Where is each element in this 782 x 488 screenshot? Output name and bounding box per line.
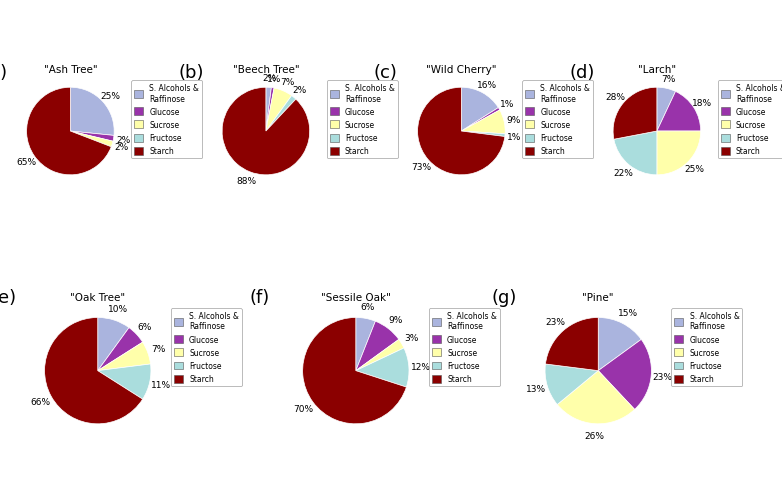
Text: 10%: 10% <box>108 305 128 314</box>
Title: "Sessile Oak": "Sessile Oak" <box>321 292 391 303</box>
Wedge shape <box>266 88 271 132</box>
Wedge shape <box>461 108 500 132</box>
Text: 23%: 23% <box>545 318 565 327</box>
Text: 16%: 16% <box>477 81 497 89</box>
Wedge shape <box>266 88 274 132</box>
Wedge shape <box>70 132 113 147</box>
Legend: S. Alcohols &
Raffinose, Glucose, Sucrose, Fructose, Starch: S. Alcohols & Raffinose, Glucose, Sucros… <box>522 81 594 159</box>
Wedge shape <box>461 111 505 135</box>
Text: 25%: 25% <box>685 165 705 174</box>
Wedge shape <box>303 318 407 424</box>
Wedge shape <box>657 92 701 132</box>
Text: 15%: 15% <box>618 309 638 318</box>
Text: 11%: 11% <box>151 381 171 389</box>
Wedge shape <box>614 132 657 176</box>
Text: 2%: 2% <box>292 86 307 95</box>
Legend: S. Alcohols &
Raffinose, Glucose, Sucrose, Fructose, Starch: S. Alcohols & Raffinose, Glucose, Sucros… <box>429 308 500 386</box>
Wedge shape <box>98 343 150 371</box>
Text: 7%: 7% <box>662 75 676 84</box>
Text: 1%: 1% <box>267 75 282 83</box>
Wedge shape <box>558 371 635 424</box>
Text: 22%: 22% <box>613 168 633 177</box>
Text: 1%: 1% <box>508 132 522 141</box>
Text: 73%: 73% <box>411 163 432 171</box>
Wedge shape <box>546 318 598 371</box>
Text: (d): (d) <box>569 64 594 82</box>
Text: 18%: 18% <box>692 99 712 108</box>
Text: 6%: 6% <box>138 322 152 331</box>
Text: 1%: 1% <box>500 100 515 109</box>
Text: 25%: 25% <box>100 92 120 101</box>
Wedge shape <box>356 322 399 371</box>
Wedge shape <box>657 132 701 176</box>
Title: "Ash Tree": "Ash Tree" <box>44 65 97 75</box>
Wedge shape <box>70 88 114 136</box>
Text: (g): (g) <box>492 288 517 306</box>
Text: 66%: 66% <box>30 398 51 407</box>
Legend: S. Alcohols &
Raffinose, Glucose, Sucrose, Fructose, Starch: S. Alcohols & Raffinose, Glucose, Sucros… <box>170 308 242 386</box>
Text: 2%: 2% <box>114 143 128 152</box>
Wedge shape <box>613 88 657 140</box>
Legend: S. Alcohols &
Raffinose, Glucose, Sucrose, Fructose, Starch: S. Alcohols & Raffinose, Glucose, Sucros… <box>671 308 742 386</box>
Wedge shape <box>356 340 404 371</box>
Text: 6%: 6% <box>361 303 375 312</box>
Text: 2%: 2% <box>262 74 276 83</box>
Legend: S. Alcohols &
Raffinose, Glucose, Sucrose, Fructose, Starch: S. Alcohols & Raffinose, Glucose, Sucros… <box>327 81 398 159</box>
Text: 26%: 26% <box>584 431 604 440</box>
Text: 9%: 9% <box>389 315 403 324</box>
Wedge shape <box>70 132 114 142</box>
Text: 9%: 9% <box>506 116 521 124</box>
Text: 12%: 12% <box>411 362 431 371</box>
Wedge shape <box>45 318 142 424</box>
Wedge shape <box>356 348 409 387</box>
Wedge shape <box>461 88 498 132</box>
Text: 65%: 65% <box>16 158 37 166</box>
Text: 7%: 7% <box>152 345 166 353</box>
Text: (c): (c) <box>374 64 398 82</box>
Text: (e): (e) <box>0 288 16 306</box>
Text: 23%: 23% <box>653 372 673 382</box>
Wedge shape <box>98 364 151 399</box>
Title: "Beech Tree": "Beech Tree" <box>232 65 300 75</box>
Wedge shape <box>461 132 505 137</box>
Text: 3%: 3% <box>404 333 419 343</box>
Wedge shape <box>418 88 505 176</box>
Wedge shape <box>545 364 598 405</box>
Title: "Wild Cherry": "Wild Cherry" <box>426 65 497 75</box>
Wedge shape <box>98 318 129 371</box>
Wedge shape <box>356 318 375 371</box>
Wedge shape <box>266 89 292 132</box>
Text: 28%: 28% <box>606 93 626 102</box>
Text: 70%: 70% <box>293 405 314 413</box>
Title: "Larch": "Larch" <box>638 65 676 75</box>
Legend: S. Alcohols &
Raffinose, Glucose, Sucrose, Fructose, Starch: S. Alcohols & Raffinose, Glucose, Sucros… <box>131 81 203 159</box>
Text: 2%: 2% <box>116 136 130 145</box>
Wedge shape <box>27 88 111 176</box>
Text: 88%: 88% <box>236 177 256 186</box>
Wedge shape <box>98 328 142 371</box>
Wedge shape <box>266 97 296 132</box>
Title: "Oak Tree": "Oak Tree" <box>70 292 125 303</box>
Title: "Pine": "Pine" <box>583 292 614 303</box>
Wedge shape <box>598 318 641 371</box>
Text: (a): (a) <box>0 64 8 82</box>
Text: 7%: 7% <box>280 79 294 87</box>
Text: 13%: 13% <box>526 385 546 393</box>
Wedge shape <box>598 340 651 409</box>
Legend: S. Alcohols &
Raffinose, Glucose, Sucrose, Fructose, Starch: S. Alcohols & Raffinose, Glucose, Sucros… <box>718 81 782 159</box>
Wedge shape <box>222 88 310 176</box>
Wedge shape <box>657 88 676 132</box>
Text: (f): (f) <box>249 288 270 306</box>
Text: (b): (b) <box>178 64 204 82</box>
